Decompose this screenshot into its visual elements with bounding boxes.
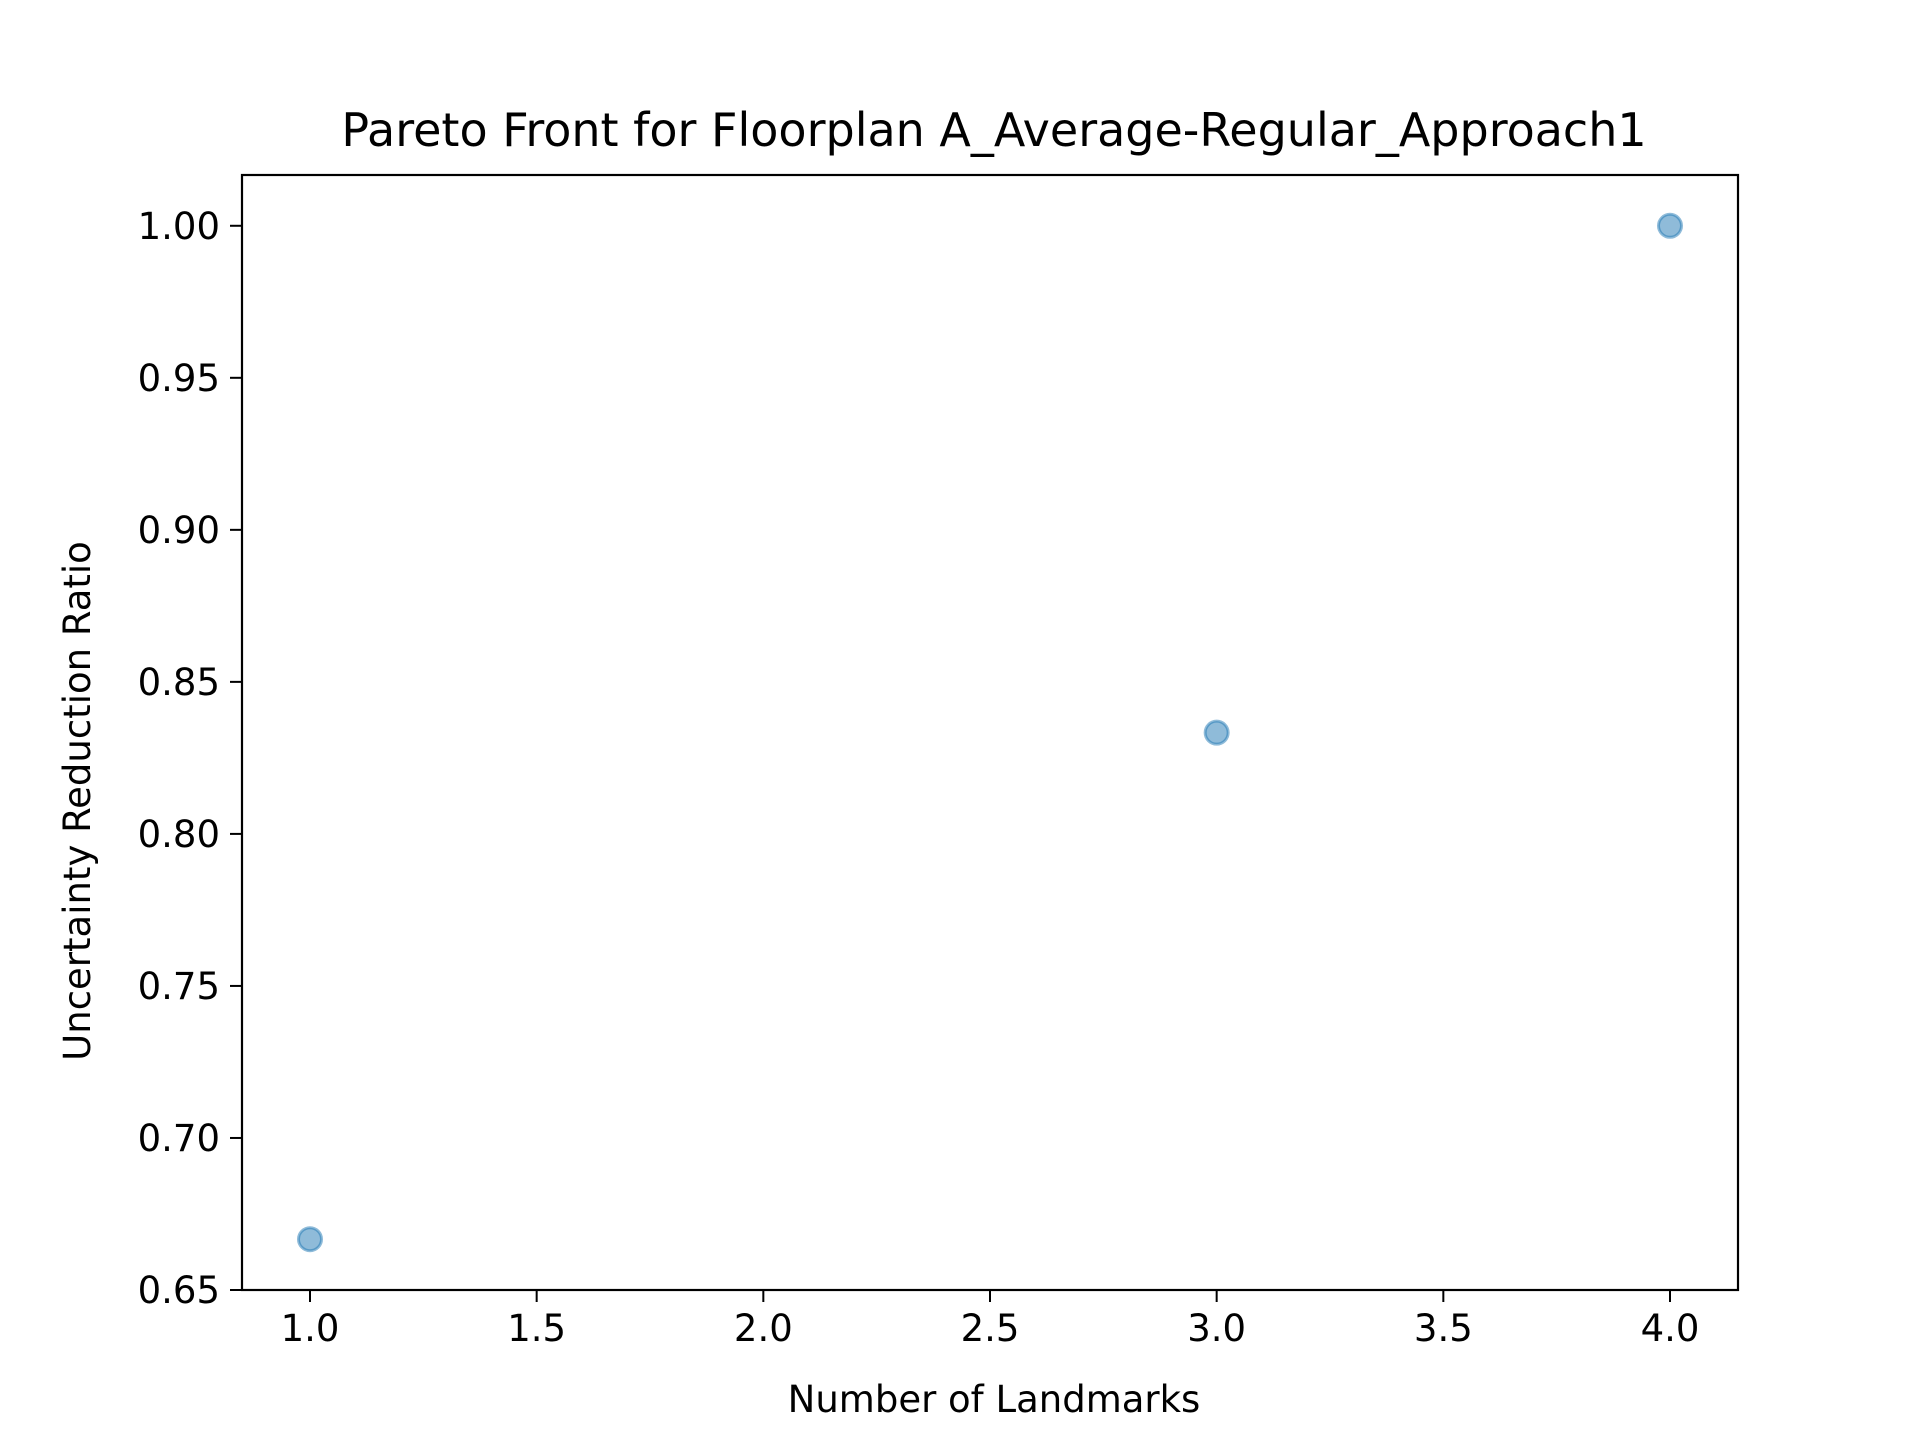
chart-title: Pareto Front for Floorplan A_Average-Reg… [341, 103, 1646, 157]
x-axis-label: Number of Landmarks [788, 1378, 1201, 1421]
y-axis-label: Uncertainty Reduction Ratio [56, 541, 99, 1061]
y-tick-label: 0.75 [138, 965, 220, 1008]
scatter-point [1657, 212, 1683, 239]
y-tick-label: 0.85 [138, 661, 220, 704]
y-tick-label: 0.80 [138, 813, 220, 856]
scatter-point [1203, 719, 1230, 746]
y-tick-label: 0.90 [138, 509, 220, 552]
x-tick-label: 2.0 [734, 1307, 793, 1350]
x-tick-label: 1.5 [507, 1307, 566, 1350]
x-tick-label: 3.5 [1414, 1307, 1473, 1350]
x-tick-label: 4.0 [1641, 1307, 1700, 1350]
x-tick-label: 1.0 [281, 1307, 340, 1350]
x-tick-label: 2.5 [961, 1307, 1020, 1350]
plot-frame [240, 173, 1740, 1292]
y-tick-label: 0.95 [138, 357, 220, 400]
y-tick-label: 1.00 [138, 205, 220, 248]
y-tick-label: 0.65 [138, 1269, 220, 1312]
y-tick-label: 0.70 [138, 1117, 220, 1160]
scatter-point [297, 1226, 323, 1253]
plot-area: 1.0 1.5 2.0 2.5 3.0 3.5 4.0 0.65 0.70 0.75 0.80 0.8… [138, 173, 1740, 1350]
x-tick-label: 3.0 [1187, 1307, 1246, 1350]
